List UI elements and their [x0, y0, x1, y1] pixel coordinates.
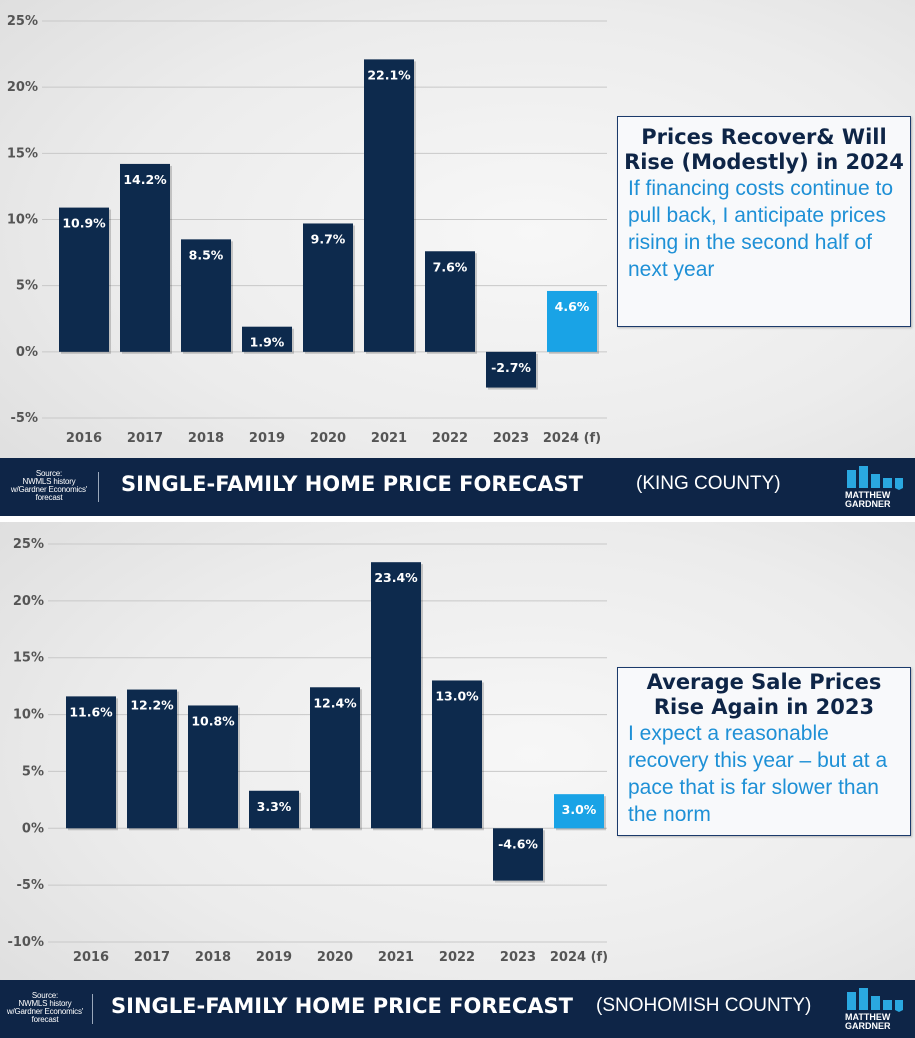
bar-2016	[66, 696, 116, 829]
y-tick-label: 20%	[7, 80, 38, 95]
king-county-chart: 25% 20% 15% 10% 5% 0% -5% 10.9% 2016 14.2% 2017 8.5…	[7, 14, 607, 446]
bar-value-label: 10.9%	[62, 216, 106, 231]
bar-2022	[432, 680, 482, 829]
x-tick-label: 2024 (f)	[543, 431, 601, 446]
bar-value-label: 7.6%	[433, 259, 468, 274]
snohomish-county-panel: 25% 20% 15% 10% 5% 0% -5% -10% 11.6% 2016 12.2% 201…	[0, 522, 915, 1038]
bar-value-label: 10.8%	[191, 713, 235, 728]
y-tick-label: 10%	[13, 708, 44, 723]
x-tick-label: 2021	[371, 431, 407, 446]
y-tick-label: 25%	[7, 14, 38, 29]
callout-box: Average Sale Prices Rise Again in 2023 I…	[617, 667, 911, 836]
bar-value-label: 9.7%	[311, 231, 346, 246]
bar-value-label: 12.4%	[313, 695, 357, 710]
y-tick-label: 0%	[22, 821, 44, 836]
bar-2023	[486, 351, 536, 388]
y-tick-label: 5%	[22, 764, 44, 779]
bar-value-label: 8.5%	[189, 247, 224, 262]
bar-value-label: 3.0%	[562, 802, 597, 817]
bar-value-label: 11.6%	[69, 704, 113, 719]
bar-value-label: 12.2%	[130, 698, 174, 713]
footer-title: SINGLE-FAMILY HOME PRICE FORECAST	[121, 472, 583, 496]
x-tick-label: 2019	[249, 431, 285, 446]
bar-value-label: 13.0%	[435, 688, 479, 703]
bar-2018	[188, 705, 238, 829]
footer-divider	[92, 994, 93, 1024]
logo-name: MATTHEW GARDNER	[845, 1012, 891, 1031]
footer-divider	[98, 472, 99, 502]
bar-2021	[371, 562, 421, 829]
bar-2019	[242, 326, 292, 352]
x-tick-label: 2024 (f)	[550, 950, 608, 965]
footer-bar: Source: NWMLS history w/Gardner Economic…	[0, 458, 915, 516]
source-note: Source: NWMLS history w/Gardner Economic…	[10, 469, 88, 502]
bar-value-label: 23.4%	[374, 570, 418, 585]
snohomish-county-chart: 25% 20% 15% 10% 5% 0% -5% -10% 11.6% 2016 12.2% 201…	[7, 537, 608, 965]
bar-2017	[127, 689, 177, 829]
footer-bar: Source: NWMLS history w/Gardner Economic…	[0, 980, 915, 1038]
y-tick-label: -5%	[17, 878, 44, 893]
y-tick-label: -5%	[11, 411, 38, 426]
x-tick-label: 2021	[378, 950, 414, 965]
x-tick-label: 2023	[500, 950, 536, 965]
bar-2018	[181, 239, 231, 352]
bar-2020	[303, 223, 353, 352]
bar-2024f	[554, 794, 604, 829]
y-tick-label: -10%	[7, 935, 44, 950]
x-tick-label: 2022	[439, 950, 475, 965]
bar-2020	[310, 687, 360, 829]
x-tick-label: 2016	[66, 431, 102, 446]
bar-2024f	[547, 290, 597, 352]
bar-value-label: 22.1%	[367, 67, 411, 82]
bar-value-label: 4.6%	[555, 299, 590, 314]
y-tick-label: 25%	[13, 537, 44, 552]
callout-body: I expect a reasonable recovery this year…	[628, 722, 888, 826]
x-tick-label: 2018	[195, 950, 231, 965]
y-tick-label: 15%	[7, 146, 38, 161]
x-tick-label: 2017	[134, 950, 170, 965]
y-tick-label: 0%	[16, 345, 38, 360]
bar-2023	[493, 828, 543, 881]
logo-name: MATTHEW GARDNER	[845, 490, 891, 509]
footer-subtitle: (SNOHOMISH COUNTY)	[596, 995, 812, 1016]
bar-2021	[364, 59, 414, 352]
callout-body: If financing costs continue to pull back…	[628, 177, 893, 281]
x-tick-label: 2020	[317, 950, 353, 965]
x-tick-label: 2023	[493, 431, 529, 446]
bar-value-label: -2.7%	[491, 360, 531, 375]
x-tick-label: 2016	[73, 950, 109, 965]
logo-bars-icon	[847, 466, 903, 490]
callout-heading: Average Sale Prices Rise Again in 2023	[646, 670, 882, 719]
x-tick-label: 2018	[188, 431, 224, 446]
bar-value-label: 3.3%	[257, 799, 292, 814]
logo-bars-icon	[847, 988, 903, 1012]
bar-2016	[59, 207, 109, 352]
bar-value-label: 1.9%	[250, 335, 285, 350]
x-tick-label: 2022	[432, 431, 468, 446]
bar-2017	[120, 163, 170, 352]
bar-value-label: -4.6%	[498, 836, 538, 851]
footer-title: SINGLE-FAMILY HOME PRICE FORECAST	[111, 994, 573, 1018]
y-tick-label: 10%	[7, 213, 38, 228]
y-tick-label: 15%	[13, 651, 44, 666]
king-county-panel: 25% 20% 15% 10% 5% 0% -5% 10.9% 2016 14.2% 2017 8.5…	[0, 0, 915, 516]
matthew-gardner-logo: MATTHEW GARDNER	[845, 464, 907, 510]
source-note: Source: NWMLS history w/Gardner Economic…	[6, 991, 84, 1024]
bar-value-label: 14.2%	[123, 172, 167, 187]
x-tick-label: 2017	[127, 431, 163, 446]
y-tick-label: 20%	[13, 594, 44, 609]
bar-2019	[249, 790, 299, 829]
x-tick-label: 2019	[256, 950, 292, 965]
bar-2022	[425, 251, 475, 352]
matthew-gardner-logo: MATTHEW GARDNER	[845, 986, 907, 1032]
callout-heading: Prices Recover& Will Rise (Modestly) in …	[624, 125, 904, 174]
callout-box: Prices Recover& Will Rise (Modestly) in …	[617, 116, 911, 327]
y-tick-label: 5%	[16, 279, 38, 294]
footer-subtitle: (KING COUNTY)	[636, 473, 781, 494]
x-tick-label: 2020	[310, 431, 346, 446]
